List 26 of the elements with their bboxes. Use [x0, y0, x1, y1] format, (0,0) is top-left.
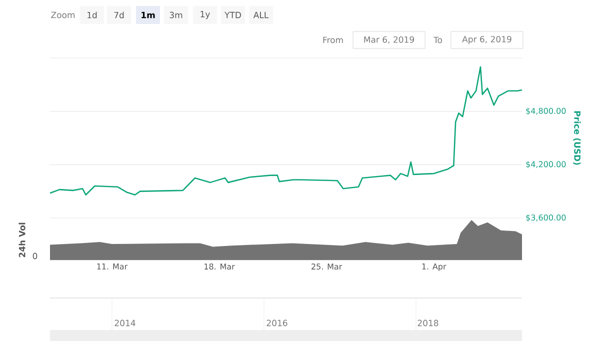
text: ALL — [253, 12, 269, 18]
x-tick-label: 11. Mar — [97, 264, 128, 270]
text: 2018 — [418, 320, 438, 326]
y-axis-title: Price (USD) — [573, 111, 581, 165]
text: 3m — [170, 12, 182, 18]
text: Mar 6, 2019 — [364, 36, 414, 44]
y-tick-label: $4,200.00 — [526, 161, 566, 168]
text: To — [433, 36, 442, 44]
text: 2014 — [114, 320, 136, 326]
text: 1d — [88, 12, 97, 18]
text: Zoom — [51, 12, 75, 18]
text: 1m — [142, 12, 155, 18]
text: 7d — [114, 12, 124, 18]
x-tick-label: 1. Apr — [422, 264, 446, 272]
text: 1y — [200, 11, 210, 19]
line-series — [50, 66, 522, 196]
y-axis-title: 24h Vol — [18, 222, 26, 258]
text: From — [323, 36, 343, 44]
text: Apr 6, 2019 — [462, 36, 512, 44]
x-tick-label: 18. Mar — [204, 264, 235, 270]
text: 2016 — [266, 320, 288, 326]
y-tick-label: $3,600.00 — [526, 214, 566, 222]
text: YTD — [224, 12, 241, 18]
text: 0 — [32, 252, 38, 260]
x-tick-label: 25. Mar — [312, 264, 342, 270]
y-tick-label: $4,800.00 — [526, 108, 566, 115]
